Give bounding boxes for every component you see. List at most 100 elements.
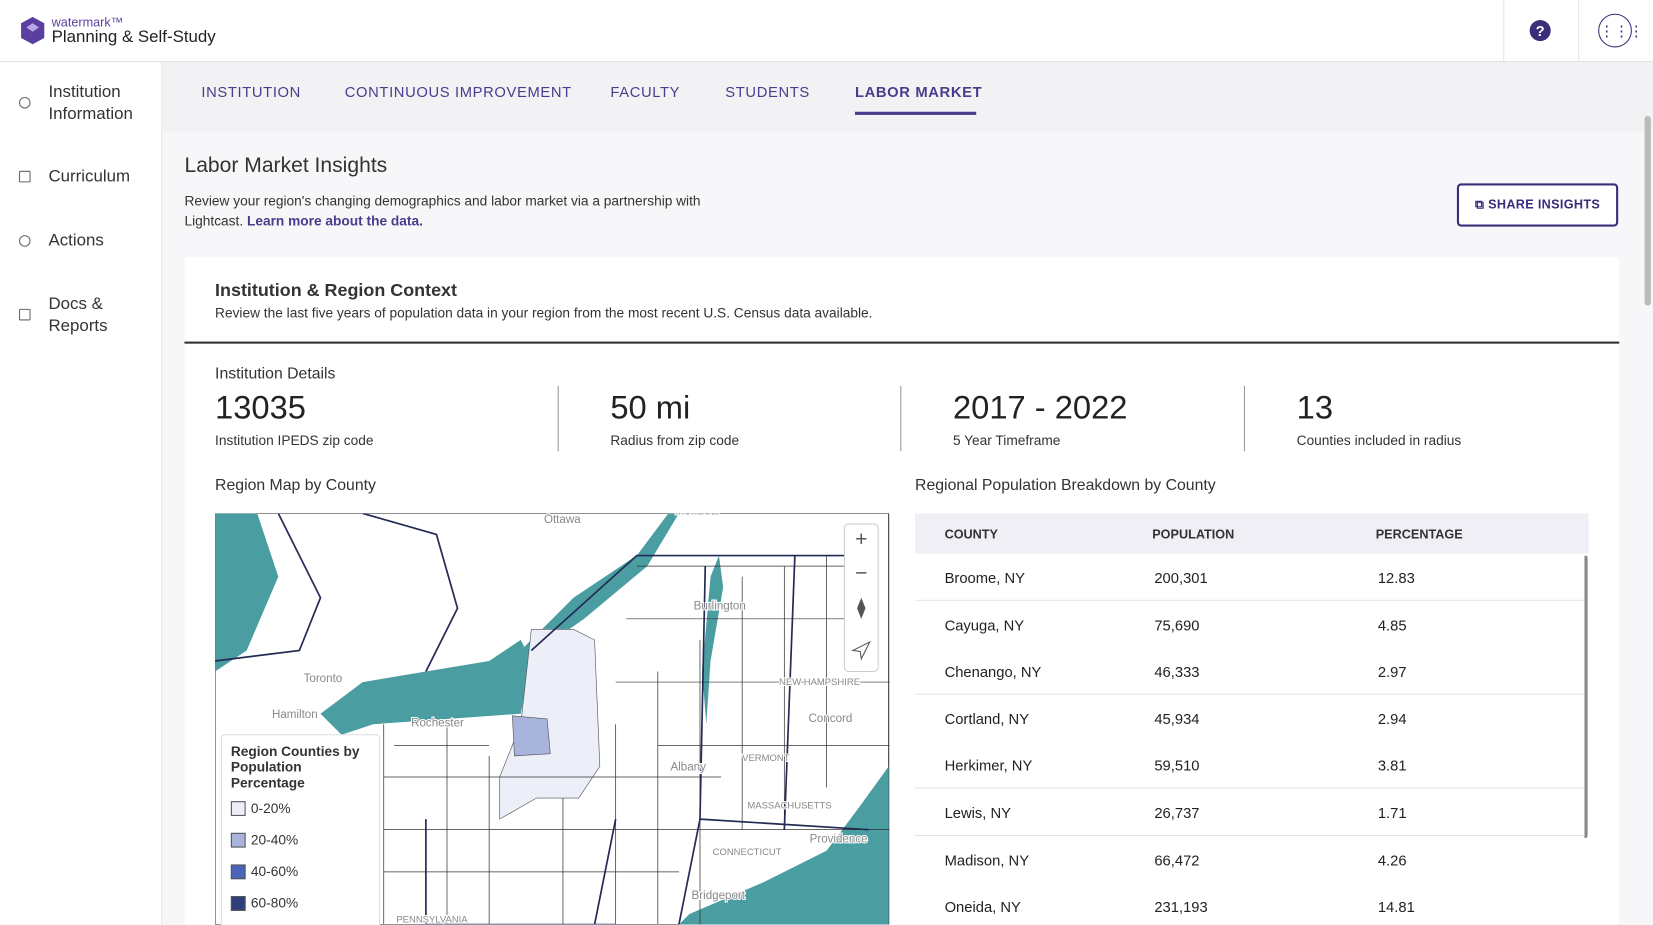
table-cell: 2.94 xyxy=(1377,710,1407,728)
brand: watermark™ xyxy=(51,14,124,30)
table-row xyxy=(915,694,1585,742)
map-label: NEW HAMPSHIRE xyxy=(779,677,860,688)
water xyxy=(215,513,279,672)
sidebar-item[interactable]: Curriculum xyxy=(48,167,131,186)
sidebar-icon xyxy=(18,308,31,321)
table-cell: 75,690 xyxy=(1154,616,1200,634)
page-title: Labor Market Insights xyxy=(184,153,388,178)
table-cell: 3.81 xyxy=(1377,757,1407,775)
top-bar: watermark™ Planning & Self-Study ? ⋮⋮⋮ xyxy=(0,0,1653,63)
legend-swatch xyxy=(230,832,246,848)
legend-swatch xyxy=(230,896,246,911)
zoom-in[interactable]: + xyxy=(855,528,867,551)
map-label: Hamilton xyxy=(272,709,318,721)
river xyxy=(520,513,679,656)
map-title: Region Map by County xyxy=(215,476,376,495)
map-label: Albany xyxy=(670,762,706,774)
table-cell: 4.26 xyxy=(1377,851,1407,869)
highlight-county xyxy=(512,715,551,757)
tab[interactable]: STUDENTS xyxy=(725,83,810,101)
stat-value: 13035 xyxy=(215,388,306,426)
share-button[interactable]: ⧉ SHARE INSIGHTS xyxy=(1456,183,1619,227)
table-cell: 12.83 xyxy=(1377,569,1415,587)
scrollbar xyxy=(1583,555,1588,839)
apps-button[interactable]: ⋮⋮⋮ xyxy=(1598,13,1643,48)
tab[interactable]: FACULTY xyxy=(610,83,681,101)
sidebar-icon xyxy=(18,235,31,247)
table-row xyxy=(915,553,1585,601)
region-map: Ottawa Montreal Burlington Toronto Hamilton R… xyxy=(215,513,890,925)
map-label: MASSACHUSETTS xyxy=(747,801,831,812)
tab-bar xyxy=(162,62,1653,132)
compass[interactable] xyxy=(857,597,866,619)
map-label: PENNSYLVANIA xyxy=(396,914,468,924)
map-labels: Ottawa Montreal Burlington Toronto Hamilton R… xyxy=(271,513,869,924)
table-cell: 59,510 xyxy=(1154,757,1200,775)
table-cell: Lewis, NY xyxy=(944,804,1012,822)
table-cell: 4.85 xyxy=(1377,616,1407,634)
map-label: Providence xyxy=(810,833,868,845)
stat-divider xyxy=(557,385,559,452)
sidebar-item[interactable]: Docs & Reports xyxy=(48,295,108,336)
table-cell: 45,934 xyxy=(1154,710,1200,728)
map-label: VERMONT xyxy=(742,753,790,764)
map-label: Ottawa xyxy=(544,514,581,526)
table-cell: 26,737 xyxy=(1154,804,1200,822)
sidebar-item[interactable]: Actions xyxy=(48,231,104,250)
legend-title: Region Counties by Population Percentage xyxy=(230,743,360,791)
learn-more-link[interactable]: Learn more about the data. xyxy=(246,212,423,229)
map-label: Montreal xyxy=(675,513,720,517)
stat-value: 13 xyxy=(1296,388,1334,426)
share-label: SHARE INSIGHTS xyxy=(1488,197,1601,212)
table-cell: Oneida, NY xyxy=(944,898,1021,916)
sidebar-item[interactable]: Institution Information xyxy=(48,83,133,124)
stat-label: Institution IPEDS zip code xyxy=(215,432,374,449)
table-cell: 2.97 xyxy=(1377,663,1407,681)
table-row xyxy=(915,882,1585,925)
table-row xyxy=(915,788,1585,836)
tab[interactable]: CONTINUOUS IMPROVEMENT xyxy=(344,83,572,101)
tab[interactable]: INSTITUTION xyxy=(201,83,301,101)
table-cell: Cayuga, NY xyxy=(944,616,1025,634)
legend-box xyxy=(220,734,381,925)
legend-label: 20-40% xyxy=(250,831,299,848)
map-label: CONNECTICUT xyxy=(713,847,782,858)
locate[interactable] xyxy=(851,640,871,661)
details-title: Institution Details xyxy=(215,364,336,383)
ocean xyxy=(678,766,889,925)
card-title: Institution & Region Context xyxy=(215,280,457,301)
stat-label: Radius from zip code xyxy=(610,432,740,449)
state-borders xyxy=(215,513,870,925)
legend-swatch xyxy=(230,864,246,880)
table-header xyxy=(915,513,1589,554)
zoom-out[interactable]: − xyxy=(855,562,867,585)
page-scrollbar xyxy=(1644,115,1651,306)
table-cell: Madison, NY xyxy=(944,851,1030,869)
tab-underline xyxy=(854,111,977,115)
column-header[interactable]: PERCENTAGE xyxy=(1375,527,1463,542)
column-header[interactable]: POPULATION xyxy=(1152,527,1235,542)
map-label: Concord xyxy=(809,713,853,725)
map-label: Rochester xyxy=(411,717,464,729)
stat-divider xyxy=(1243,385,1246,452)
legend-label: 0-20% xyxy=(250,800,291,816)
table-cell: Broome, NY xyxy=(944,569,1025,587)
table-cell: Herkimer, NY xyxy=(944,757,1033,775)
column-header[interactable]: COUNTY xyxy=(944,527,998,542)
divider xyxy=(1503,0,1505,62)
sidebar xyxy=(0,62,163,925)
sidebar-icon xyxy=(18,170,31,183)
card-subtitle: Review the last five years of population… xyxy=(215,304,873,321)
map-controls: + − xyxy=(843,523,879,673)
legend-swatch xyxy=(230,801,246,816)
help-button[interactable]: ? xyxy=(1529,20,1551,42)
table-cell: Cortland, NY xyxy=(944,710,1030,728)
table-title: Regional Population Breakdown by County xyxy=(915,476,1216,495)
stat-value: 2017 - 2022 xyxy=(952,388,1128,426)
divider xyxy=(184,341,1620,344)
legend-label: 40-60% xyxy=(250,863,299,880)
tab[interactable]: LABOR MARKET xyxy=(854,83,983,101)
table-cell: 200,301 xyxy=(1154,569,1208,587)
